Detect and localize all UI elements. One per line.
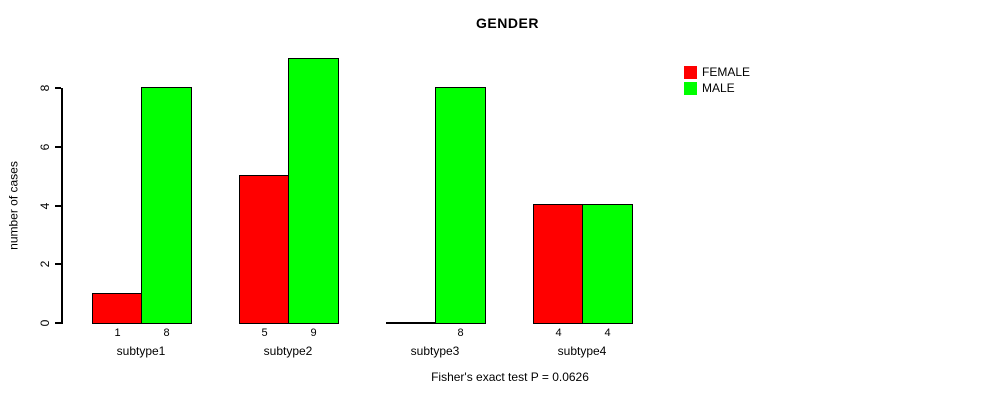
bar-female-subtype3 [386, 322, 437, 324]
legend-swatch-male [684, 81, 697, 95]
category-label-subtype2: subtype2 [263, 344, 313, 358]
chart-title: GENDER [476, 15, 539, 31]
y-tick-label: 4 [38, 202, 52, 209]
y-tick [55, 204, 61, 207]
y-tick-label: 0 [38, 319, 52, 327]
legend-swatch-female [684, 65, 697, 79]
fisher-test-annotation: Fisher's exact test P = 0.0626 [431, 370, 589, 384]
y-tick [55, 322, 61, 324]
legend-row-male: MALE [684, 80, 750, 96]
bar-male-subtype4 [582, 204, 633, 324]
bar-value-label: 4 [604, 327, 611, 339]
legend-label-male: MALE [702, 81, 735, 95]
category-label-subtype3: subtype3 [410, 344, 460, 358]
legend-row-female: FEMALE [684, 64, 750, 80]
bar-value-label: 9 [310, 327, 317, 339]
y-tick [55, 87, 61, 89]
bar-value-label: 1 [114, 327, 121, 339]
y-tick-label: 2 [38, 260, 52, 268]
bar-male-subtype1 [141, 87, 192, 324]
category-label-subtype4: subtype4 [557, 344, 607, 358]
bar-value-label: 8 [457, 327, 464, 339]
y-tick-label: 8 [38, 84, 52, 92]
bar-male-subtype2 [288, 58, 339, 324]
y-tick [55, 145, 61, 148]
bar-value-label: 8 [163, 327, 170, 339]
category-label-subtype1: subtype1 [116, 344, 166, 358]
bar-female-subtype1 [92, 293, 143, 324]
legend: FEMALE MALE [684, 64, 750, 96]
y-axis-line [61, 88, 63, 324]
bar-female-subtype4 [533, 204, 584, 324]
bar-value-label: 5 [261, 327, 268, 339]
bar-male-subtype3 [435, 87, 486, 324]
legend-label-female: FEMALE [702, 65, 751, 79]
y-tick-label: 6 [38, 143, 52, 151]
bar-value-label: 4 [555, 327, 562, 339]
y-axis-title: number of cases [6, 161, 21, 250]
bar-female-subtype2 [239, 175, 290, 324]
y-tick [55, 263, 61, 266]
